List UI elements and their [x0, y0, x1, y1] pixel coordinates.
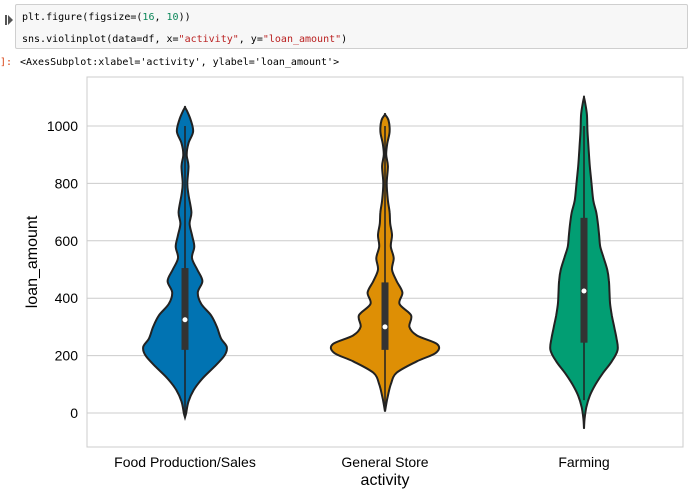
x-tick-label: Farming: [558, 454, 609, 470]
violins: [142, 95, 619, 429]
y-tick-label: 200: [55, 348, 79, 364]
y-tick-labels: 0 200 400 600 800 1000: [47, 118, 78, 421]
violin-iqr-box: [381, 282, 389, 350]
violin-iqr-box: [181, 268, 189, 350]
violin-median-dot: [581, 288, 587, 294]
y-axis-label: loan_amount: [24, 215, 41, 308]
y-tick-label: 600: [55, 233, 79, 249]
output-prompt: ]:: [0, 57, 13, 68]
y-tick-label: 0: [70, 405, 78, 421]
x-tick-label: Food Production/Sales: [114, 454, 256, 470]
y-tick-label: 1000: [47, 118, 78, 134]
y-tick-label: 400: [55, 290, 79, 306]
output-repr-text: <AxesSubplot:xlabel='activity', ylabel='…: [20, 57, 340, 68]
code-line-violinplot: sns.violinplot(data=df, x="activity", y=…: [22, 34, 348, 45]
code-cell-input[interactable]: plt.figure(figsize=(16, 10)) sns.violinp…: [15, 4, 688, 49]
violin-median-dot: [382, 324, 388, 330]
y-tick-label: 800: [55, 175, 79, 191]
code-line-figure: plt.figure(figsize=(16, 10)): [22, 12, 191, 23]
x-tick-labels: Food Production/Sales General Store Farmin…: [114, 454, 610, 470]
violin-iqr-box: [580, 217, 588, 343]
x-axis-label: activity: [361, 472, 410, 489]
violin-median-dot: [182, 317, 188, 323]
run-prompt-icon[interactable]: [4, 11, 14, 25]
x-tick-label: General Store: [341, 454, 428, 470]
